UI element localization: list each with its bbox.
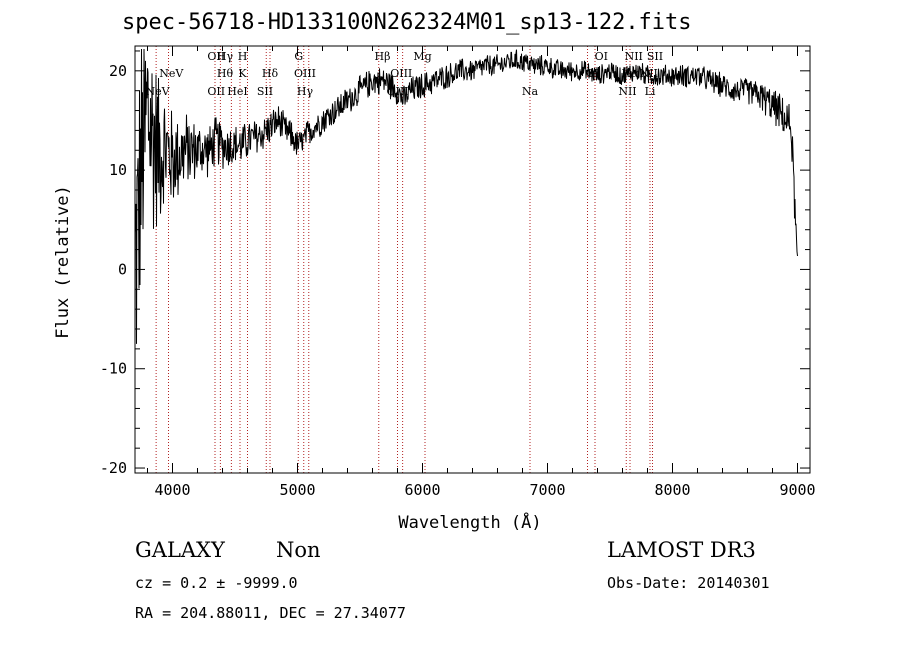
plot-frame (134, 45, 811, 474)
line-label: G (294, 50, 303, 63)
line-label: SII (647, 50, 663, 63)
line-label: Mg (413, 50, 431, 63)
y-axis-label: Flux (relative) (53, 185, 73, 339)
x-tick-label: 4000 (154, 481, 190, 499)
object-class: GALAXY (135, 538, 225, 562)
x-axis-label: Wavelength (Å) (398, 511, 541, 533)
y-tick-label: 10 (109, 161, 127, 179)
chart-title: spec-56718-HD133100N262324M01_sp13-122.f… (122, 10, 692, 35)
line-label: NeV (145, 85, 170, 98)
line-label: OII (207, 50, 225, 63)
line-label: Hθ (217, 67, 234, 80)
line-label: NII (625, 50, 643, 63)
y-tick-label: -10 (100, 360, 127, 378)
line-label: Hα (621, 67, 639, 80)
line-label: Li (645, 85, 656, 98)
line-label: NII (640, 67, 658, 80)
survey-name: LAMOST DR3 (607, 538, 756, 562)
x-tick-label: 9000 (779, 481, 815, 499)
line-label: SII (257, 85, 273, 98)
line-label: NII (618, 85, 636, 98)
line-label: OIII (390, 67, 412, 80)
spectrum-line (134, 48, 798, 344)
y-tick-label: 0 (118, 260, 127, 278)
x-tick-label: 7000 (529, 481, 565, 499)
line-label: OIII (386, 85, 408, 98)
line-label: Hβ (375, 50, 391, 63)
line-label: OI (595, 50, 608, 63)
line-label: OI (586, 67, 599, 80)
x-tick-label: 6000 (404, 481, 440, 499)
redshift-value: cz = 0.2 ± -9999.0 (135, 574, 298, 592)
line-label: K (238, 67, 247, 80)
line-label: HeI (227, 85, 247, 98)
line-label: OII (207, 85, 225, 98)
y-tick-label: 20 (109, 62, 127, 80)
object-subclass: Non (276, 538, 321, 562)
axis-ticks-group: 4000 5000 6000 7000 8000 9000 -20 -10 0 10 20 (100, 46, 816, 499)
line-label: Hγ (297, 85, 314, 98)
y-tick-label: -20 (100, 459, 127, 477)
x-tick-label: 8000 (654, 481, 690, 499)
line-markers-group (155, 46, 653, 473)
line-label: H (238, 50, 248, 63)
observation-date: Obs-Date: 20140301 (607, 574, 770, 592)
line-label: OIII (294, 67, 316, 80)
x-tick-label: 5000 (279, 481, 315, 499)
line-label: NeV (159, 67, 184, 80)
coordinates: RA = 204.88011, DEC = 27.34077 (135, 604, 406, 622)
line-label: Hδ (262, 67, 279, 80)
line-label: Hγ (217, 50, 234, 63)
line-label: Na (522, 85, 539, 98)
